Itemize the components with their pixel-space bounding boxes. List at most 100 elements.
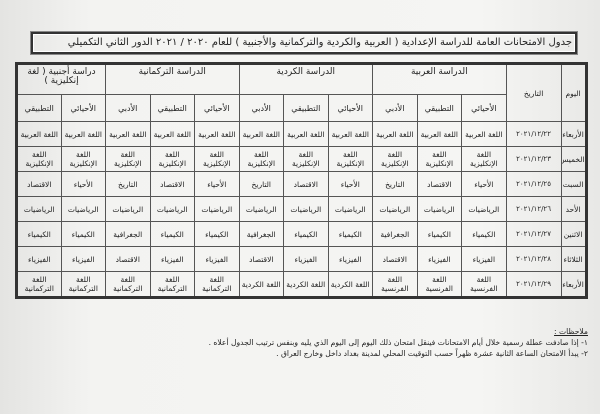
branch-header: الأدبي (372, 94, 418, 122)
table-row: السبت ٢٠٢١/١٢/٢٥ الأحياء الاقتصاد التاريخ الأ… (16, 171, 587, 197)
subject-cell: الرياضيات (149, 196, 195, 222)
subject-cell: الرياضيات (461, 196, 507, 222)
date-cell: ٢٠٢١/١٢/٢٩ (505, 271, 562, 298)
subject-cell: اللغة الإنكليزية (416, 146, 463, 172)
subject-cell: الفيزياء (149, 246, 195, 272)
branch-header: التطبيقي (416, 94, 463, 122)
document-title: جدول الامتحانات العامة للدراسة الإعدادية… (31, 32, 577, 54)
table-row: الاثنين ٢٠٢١/١٢/٢٧ الكيمياء الكيمياء الجغراف… (16, 221, 587, 247)
note-item: ١- إذا صادفت عطلة رسمية خلال أيام الامتح… (208, 338, 588, 347)
subject-cell: اللغة الفرنسية (416, 271, 463, 298)
exam-schedule-table: اليوم التاريخ الدراسة العربية الدراسة الك… (15, 62, 588, 299)
subject-cell: الرياضيات (283, 196, 329, 222)
subject-cell: اللغة العربية (60, 121, 106, 147)
subject-cell: الرياضيات (60, 196, 106, 222)
subject-cell: الفيزياء (16, 246, 62, 272)
subject-cell: اللغة الإنكليزية (238, 146, 285, 172)
subject-cell: الرياضيات (105, 196, 151, 222)
subject-cell: الفيزياء (194, 246, 240, 272)
subject-cell: اللغة التركمانية (105, 271, 151, 298)
subject-cell: الكيمياء (327, 221, 374, 247)
subject-cell: الأحياء (194, 171, 240, 197)
subject-cell: اللغة الإنكليزية (327, 146, 374, 172)
day-cell: الثلاثاء (560, 246, 587, 272)
group-header: الدراسة العربية (372, 63, 507, 95)
subject-cell: الكيمياء (283, 221, 329, 247)
subject-cell: الفيزياء (283, 246, 329, 272)
subject-cell: الرياضيات (238, 196, 285, 222)
subject-cell: الفيزياء (461, 246, 507, 272)
subject-cell: اللغة الإنكليزية (372, 146, 418, 172)
date-cell: ٢٠٢١/١٢/٢٦ (505, 196, 562, 222)
subject-cell: اللغة الإنكليزية (60, 146, 106, 172)
subject-cell: اللغة الفرنسية (461, 271, 507, 298)
branch-header: الأحيائي (461, 94, 507, 122)
subject-cell: الجغرافية (105, 221, 151, 247)
subject-cell: اللغة التركمانية (60, 271, 106, 298)
table-row: الخميس ٢٠٢١/١٢/٢٣ اللغة الإنكليزية اللغة ال… (16, 146, 587, 172)
branch-header: التطبيقي (16, 94, 62, 122)
subject-cell: اللغة التركمانية (16, 271, 62, 298)
subject-cell: الاقتصاد (238, 246, 285, 272)
table-row: الأحد ٢٠٢١/١٢/٢٦ الرياضيات الرياضيات الرياضي… (16, 196, 587, 222)
branch-header: الأحيائي (194, 94, 240, 122)
subject-cell: اللغة الإنكليزية (194, 146, 240, 172)
day-cell: الاثنين (560, 221, 587, 247)
subject-cell: الاقتصاد (105, 246, 151, 272)
day-header: اليوم (560, 63, 587, 122)
subject-cell: الكيمياء (194, 221, 240, 247)
subject-cell: اللغة الإنكليزية (105, 146, 151, 172)
subject-cell: اللغة التركمانية (149, 271, 195, 298)
branch-header: الأحيائي (327, 94, 374, 122)
subject-cell: الاقتصاد (372, 246, 418, 272)
subject-cell: الفيزياء (327, 246, 374, 272)
day-cell: الخميس (560, 146, 587, 172)
subject-cell: الاقتصاد (416, 171, 463, 197)
subject-cell: الاقتصاد (283, 171, 329, 197)
subject-cell: اللغة الإنكليزية (149, 146, 195, 172)
subject-cell: اللغة العربية (194, 121, 240, 147)
date-cell: ٢٠٢١/١٢/٢٣ (505, 146, 562, 172)
subject-cell: اللغة الكردية (283, 271, 329, 298)
subject-cell: الاقتصاد (149, 171, 195, 197)
group-header: دراسة أجنبية ( لغة إنكليزية ) (16, 63, 106, 95)
subject-cell: الكيمياء (149, 221, 195, 247)
note-item: ٢- يبدأ الامتحان الساعة الثانية عشرة ظهر… (276, 349, 588, 358)
table-row: الأربعاء ٢٠٢١/١٢/٢٢ اللغة العربية اللغة الع… (16, 121, 587, 147)
subject-cell: اللغة العربية (327, 121, 374, 147)
subject-cell: التاريخ (238, 171, 285, 197)
table-row: الأربعاء ٢٠٢١/١٢/٢٩ اللغة الفرنسية اللغة ال… (16, 271, 587, 298)
subject-cell: اللغة العربية (461, 121, 507, 147)
subject-cell: اللغة الكردية (327, 271, 374, 298)
date-cell: ٢٠٢١/١٢/٢٥ (505, 171, 562, 197)
subject-cell: اللغة العربية (16, 121, 62, 147)
date-cell: ٢٠٢١/١٢/٢٧ (505, 221, 562, 247)
subject-cell: الرياضيات (416, 196, 463, 222)
subject-cell: اللغة العربية (105, 121, 151, 147)
branch-header: التطبيقي (283, 94, 329, 122)
table-row: الثلاثاء ٢٠٢١/١٢/٢٨ الفيزياء الفيزياء الاقتص… (16, 246, 587, 272)
subject-cell: الأحياء (60, 171, 106, 197)
subject-cell: الرياضيات (327, 196, 374, 222)
subject-cell: اللغة الإنكليزية (283, 146, 329, 172)
day-cell: الأحد (560, 196, 587, 222)
subject-cell: التاريخ (372, 171, 418, 197)
header-row-groups: اليوم التاريخ الدراسة العربية الدراسة الك… (16, 63, 587, 122)
day-cell: السبت (560, 171, 587, 197)
subject-cell: الفيزياء (60, 246, 106, 272)
group-header: الدراسة التركمانية (105, 63, 240, 95)
subject-cell: اللغة الإنكليزية (461, 146, 507, 172)
date-cell: ٢٠٢١/١٢/٢٨ (505, 246, 562, 272)
subject-cell: اللغة التركمانية (194, 271, 240, 298)
subject-cell: اللغة العربية (372, 121, 418, 147)
subject-cell: الكيمياء (416, 221, 463, 247)
notes-section: ملاحظات : ١- إذا صادفت عطلة رسمية خلال أ… (209, 326, 588, 359)
notes-heading: ملاحظات : (554, 327, 588, 336)
subject-cell: الرياضيات (372, 196, 418, 222)
subject-cell: التاريخ (105, 171, 151, 197)
date-cell: ٢٠٢١/١٢/٢٢ (505, 121, 562, 147)
branch-header: الأدبي (105, 94, 151, 122)
subject-cell: اللغة العربية (416, 121, 463, 147)
subject-cell: اللغة الكردية (238, 271, 285, 298)
subject-cell: الرياضيات (16, 196, 62, 222)
